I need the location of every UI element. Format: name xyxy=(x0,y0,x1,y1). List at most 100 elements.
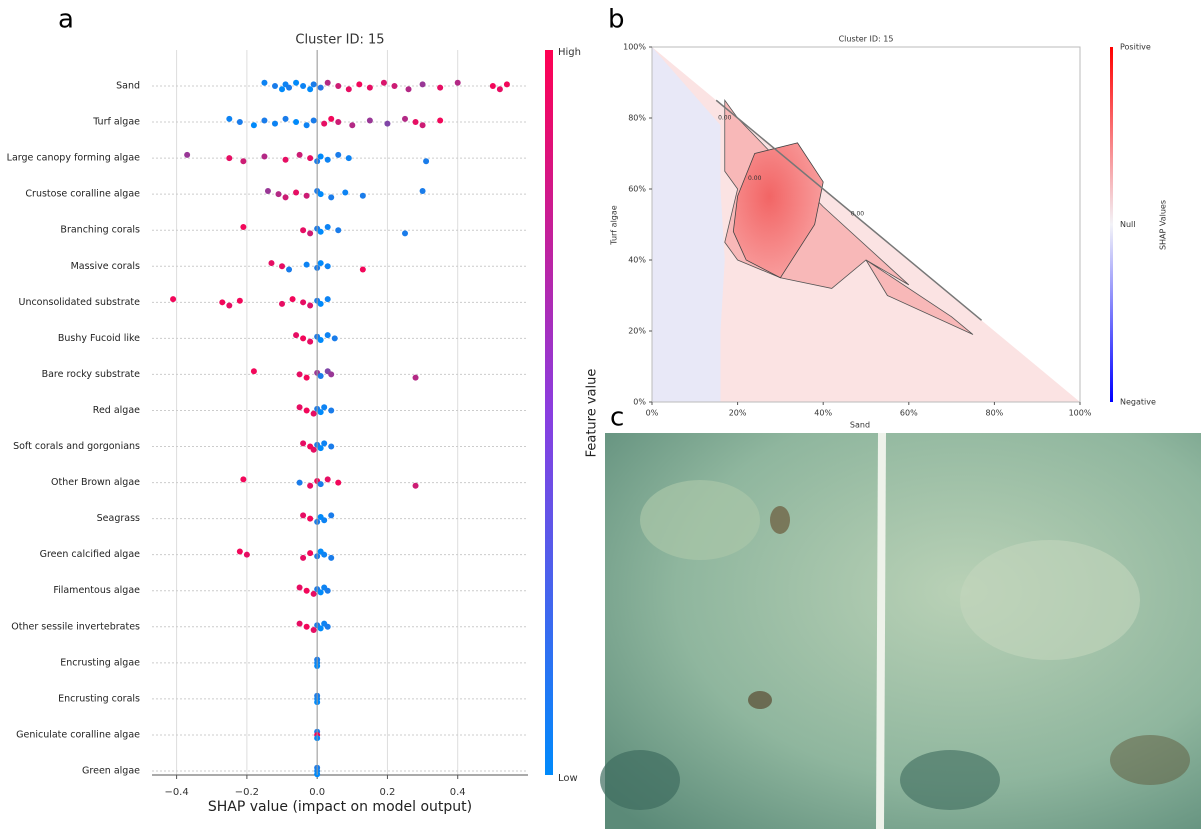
chart-title: Cluster ID: 15 xyxy=(295,33,384,48)
dot xyxy=(317,300,324,307)
dot xyxy=(335,83,342,89)
colorbar xyxy=(1110,47,1113,402)
feature-label: Encrusting corals xyxy=(58,693,140,704)
dot xyxy=(300,554,307,561)
dot xyxy=(384,120,391,127)
dot xyxy=(324,79,331,86)
dot xyxy=(324,224,331,231)
dot xyxy=(321,120,328,127)
feature-label: Bushy Fucoid like xyxy=(58,333,140,344)
dot xyxy=(282,115,289,122)
feature-label: Bare rocky substrate xyxy=(42,369,141,380)
feature-label: Encrusting algae xyxy=(60,657,140,668)
dot xyxy=(310,117,317,124)
dot xyxy=(275,191,282,198)
dot xyxy=(391,83,398,89)
x-tick-label: 80% xyxy=(986,409,1004,418)
dot xyxy=(345,155,352,162)
dot xyxy=(226,115,233,122)
dot xyxy=(289,296,296,303)
dot xyxy=(226,302,233,309)
feature-label: Geniculate coralline algae xyxy=(16,729,140,740)
dot xyxy=(317,373,324,380)
x-axis-label: SHAP value (impact on model output) xyxy=(208,799,472,815)
feature-label: Soft corals and gorgonians xyxy=(13,441,140,452)
dot xyxy=(303,192,310,199)
heat-positive xyxy=(724,99,974,335)
dot xyxy=(328,512,335,519)
feature-label: Unconsolidated substrate xyxy=(18,297,140,308)
dot xyxy=(303,122,310,129)
y-tick-label: 20% xyxy=(628,327,646,336)
dot xyxy=(342,189,349,196)
chart-title: Cluster ID: 15 xyxy=(839,35,894,44)
dot xyxy=(317,409,324,416)
dot xyxy=(310,81,317,88)
dot xyxy=(317,228,324,235)
dot xyxy=(300,335,307,342)
dot xyxy=(310,626,317,633)
dot xyxy=(296,620,303,627)
dot xyxy=(261,153,268,160)
dot xyxy=(454,79,461,86)
dot xyxy=(437,117,444,124)
dot xyxy=(307,86,314,93)
dot xyxy=(412,482,419,489)
heat-peak xyxy=(732,142,824,279)
dot xyxy=(402,230,409,237)
dot xyxy=(303,261,310,268)
x-tick-label: 0% xyxy=(646,409,659,418)
dot xyxy=(321,517,328,524)
dot xyxy=(310,590,317,597)
x-tick-label: 0.0 xyxy=(309,787,325,798)
dot xyxy=(236,297,243,304)
dot xyxy=(219,299,226,306)
x-tick-label: 60% xyxy=(900,409,918,418)
feature-label: Massive corals xyxy=(71,261,140,272)
dot xyxy=(324,332,331,339)
dot xyxy=(293,79,300,86)
dot xyxy=(250,122,257,129)
dot xyxy=(335,151,342,158)
dot xyxy=(303,587,310,594)
y-tick-label: 80% xyxy=(628,114,646,123)
dot xyxy=(324,156,331,163)
dot xyxy=(335,479,342,486)
x-tick-label: 40% xyxy=(814,409,832,418)
dot xyxy=(293,332,300,339)
dot xyxy=(240,476,247,483)
dot xyxy=(366,117,373,124)
dot xyxy=(324,476,331,483)
dot xyxy=(317,260,324,267)
colorbar-label: Feature value xyxy=(585,369,600,458)
dot xyxy=(307,482,314,489)
dot xyxy=(489,83,496,89)
dot xyxy=(240,224,247,231)
colorbar-bottom: Negative xyxy=(1120,398,1156,407)
y-tick-label: 40% xyxy=(628,256,646,265)
dot xyxy=(356,81,363,88)
dot xyxy=(335,227,342,234)
dot xyxy=(321,551,328,558)
dot xyxy=(317,589,324,596)
dot xyxy=(496,86,503,93)
dot xyxy=(366,84,373,91)
x-axis-label: Sand xyxy=(850,421,870,430)
dot xyxy=(324,587,331,594)
feature-label: Other Brown algae xyxy=(51,477,140,488)
dot xyxy=(317,191,324,198)
dot xyxy=(296,371,303,378)
dot xyxy=(324,296,331,303)
dot xyxy=(503,81,510,88)
colorbar-middle: Null xyxy=(1120,220,1136,229)
dot xyxy=(236,548,243,555)
dot xyxy=(335,119,342,126)
x-tick-label: 100% xyxy=(1069,409,1092,418)
dot xyxy=(184,151,191,158)
dot xyxy=(317,153,324,160)
feature-label: Other sessile invertebrates xyxy=(11,621,140,632)
dot xyxy=(324,623,331,630)
dot xyxy=(307,515,314,522)
contour-label: 0.00 xyxy=(748,175,762,182)
feature-label: Sand xyxy=(116,81,140,92)
